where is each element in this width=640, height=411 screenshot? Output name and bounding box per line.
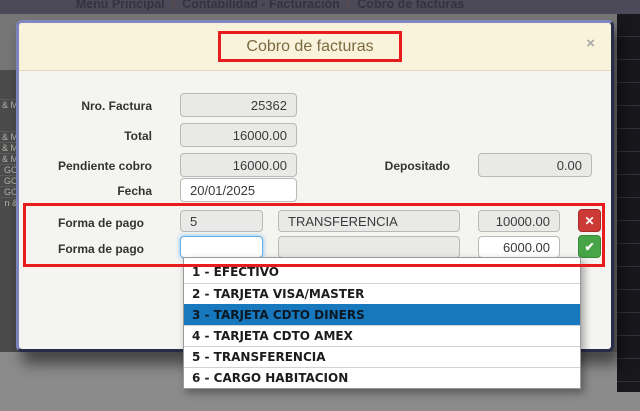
dropdown-option[interactable]: 3 - TARJETA CDTO DINERS (184, 304, 580, 325)
breadcrumb-separator: / (346, 0, 351, 11)
breadcrumb-item-menu[interactable]: Menú Principal (75, 0, 165, 11)
payment-description-field[interactable] (278, 210, 460, 232)
payment-description-field[interactable] (278, 236, 460, 258)
total-label: Total (124, 129, 152, 143)
x-icon: ✕ (584, 214, 595, 228)
fecha-label: Fecha (117, 184, 152, 198)
background-table-row: n & (0, 197, 18, 208)
breadcrumb: Menú Principal / Contabilidad - Facturació… (0, 0, 540, 14)
forma-de-pago-label: Forma de pago (58, 242, 145, 256)
breadcrumb-item-cobro: Cobro de facturas (357, 0, 465, 11)
dropdown-option[interactable]: 4 - TARJETA CDTO AMEX (184, 325, 580, 346)
dropdown-option[interactable]: 6 - CARGO HABITACION (184, 367, 580, 388)
nro-factura-label: Nro. Factura (81, 99, 152, 113)
payment-code-field-focused[interactable] (180, 236, 263, 258)
fecha-field[interactable] (180, 178, 297, 202)
breadcrumb-bar: Menú Principal / Contabilidad - Facturació… (0, 0, 640, 14)
payment-amount-field[interactable] (478, 210, 560, 232)
confirm-payment-button[interactable]: ✔ (578, 235, 601, 258)
nro-factura-field[interactable] (180, 93, 297, 117)
forma-de-pago-label: Forma de pago (58, 216, 145, 230)
breadcrumb-separator: / (171, 0, 176, 11)
background-table-row: GO (0, 186, 18, 197)
pendiente-cobro-field[interactable] (180, 153, 297, 177)
background-table-row: & M (0, 142, 18, 153)
background-table-row: & M (0, 153, 18, 164)
close-icon[interactable]: × (586, 35, 595, 52)
check-icon: ✔ (584, 240, 595, 254)
payment-amount-field[interactable] (478, 236, 560, 258)
dropdown-option[interactable]: 5 - TRANSFERENCIA (184, 346, 580, 367)
total-field[interactable] (180, 123, 297, 147)
depositado-field[interactable] (478, 153, 592, 177)
delete-payment-button[interactable]: ✕ (578, 209, 601, 232)
dropdown-option[interactable]: 2 - TARJETA VISA/MASTER (184, 283, 580, 304)
background-table-row: & M (0, 99, 18, 110)
payment-type-dropdown: 1 - EFECTIVO 2 - TARJETA VISA/MASTER 3 -… (183, 257, 581, 389)
background-table-row: GO (0, 175, 18, 186)
dropdown-option[interactable]: 1 - EFECTIVO (192, 265, 280, 279)
payment-code-field[interactable] (180, 210, 263, 232)
background-table-row: GO (0, 164, 18, 175)
dialog-title: Cobro de facturas (218, 31, 402, 62)
background-dark-column (617, 14, 640, 392)
pendiente-cobro-label: Pendiente cobro (57, 159, 152, 173)
depositado-label: Depositado (384, 159, 450, 173)
breadcrumb-item-contabilidad[interactable]: Contabilidad - Facturación (182, 0, 340, 11)
background-table-row: & M (0, 131, 18, 142)
background-table-strip: & M & M & M & M GO GO GO n & (0, 70, 19, 352)
